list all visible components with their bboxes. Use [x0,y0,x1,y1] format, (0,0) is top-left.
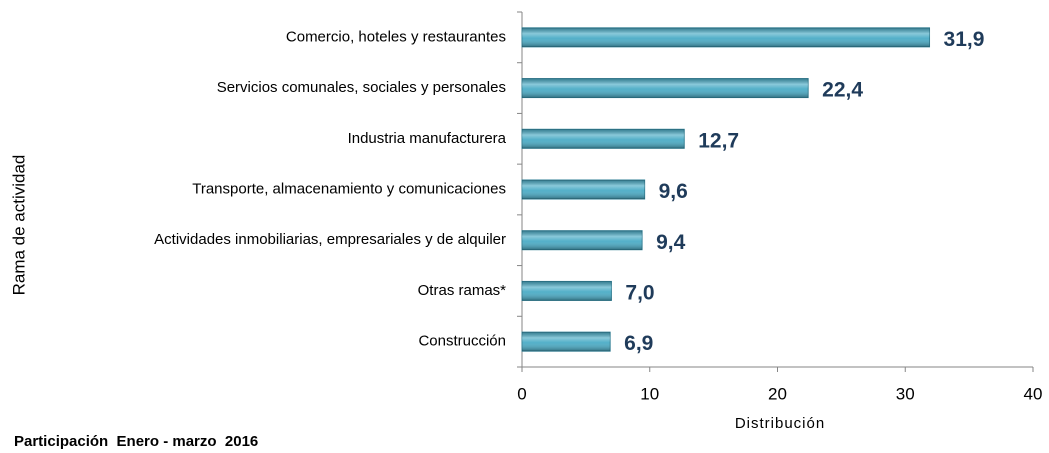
value-label: 12,7 [698,129,739,152]
x-axis-label: Distribución [735,415,825,432]
value-label: 9,6 [659,180,688,203]
x-tick-label: 10 [640,384,659,403]
value-label: 22,4 [822,79,863,102]
y-tick-label: Construcción [418,333,506,350]
x-tick-label: 30 [896,384,915,403]
bar-shine [522,180,645,199]
y-tick-label: Servicios comunales, sociales y personal… [217,79,506,96]
bar-shine [522,332,611,352]
y-tick-label: Transporte, almacenamiento y comunicacio… [192,180,506,197]
y-tick-label: Industria manufacturera [348,130,507,147]
y-tick-label: Otras ramas* [418,282,507,299]
value-label: 31,9 [944,28,985,51]
value-label: 9,4 [656,231,686,254]
x-tick-label: 20 [768,384,787,403]
y-axis-label: Rama de actividad [9,155,28,296]
x-tick-label: 0 [517,384,526,403]
bar-shine [522,27,930,47]
bar-shine [522,230,643,250]
y-tick-label: Actividades inmobiliarias, empresariales… [154,231,506,248]
bar-shine [522,78,809,98]
y-tick-label: Comercio, hoteles y restaurantes [286,28,506,45]
x-tick-label: 40 [1024,384,1043,403]
value-label: 7,0 [625,281,654,304]
bar-shine [522,129,685,149]
value-label: 6,9 [624,332,653,355]
footer: Participación Enero - marzo 2016 [14,433,258,450]
bar-shine [522,281,612,301]
